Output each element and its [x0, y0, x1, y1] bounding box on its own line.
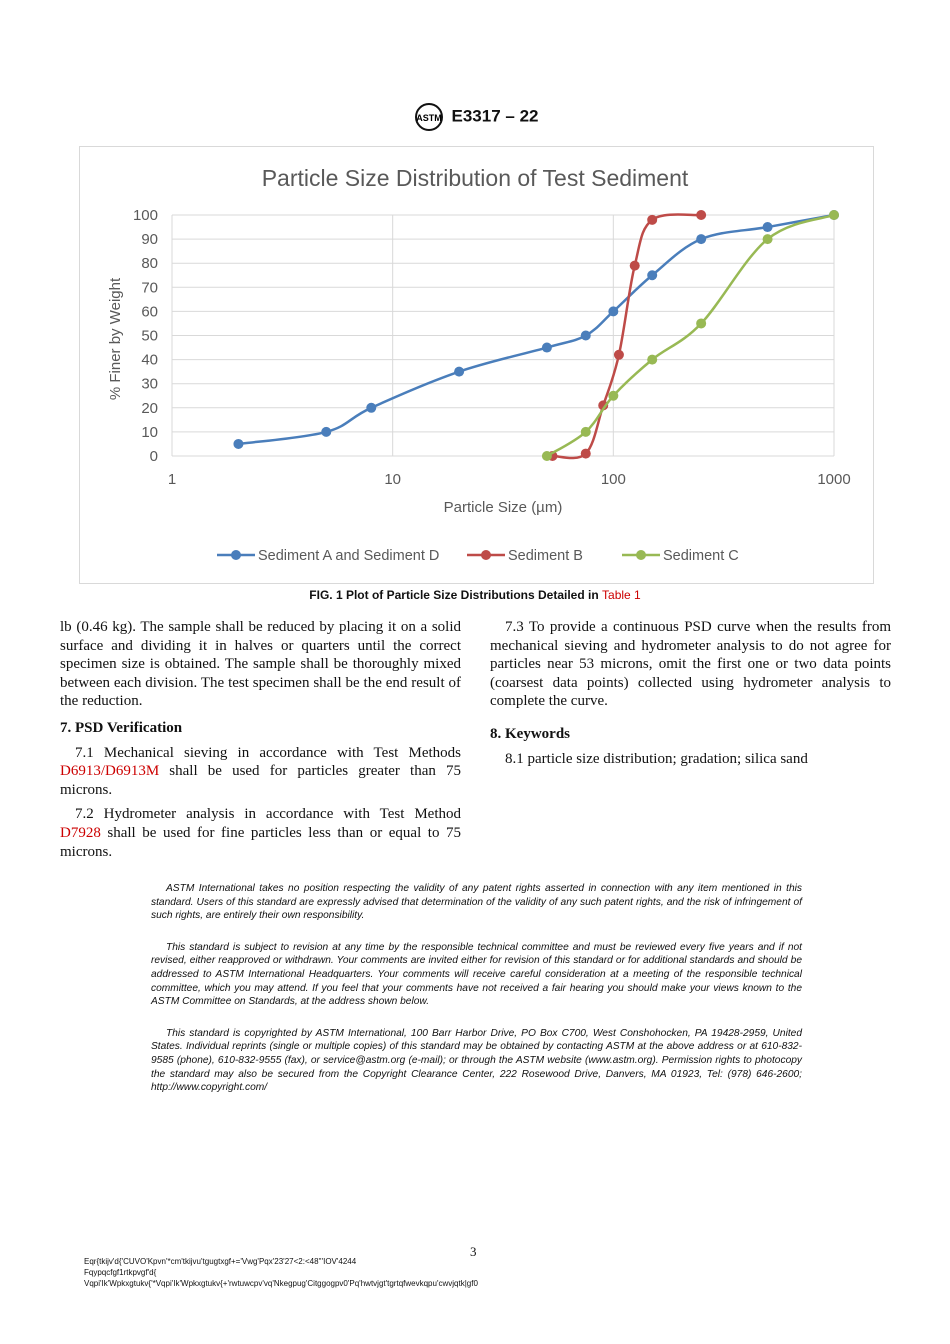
data-point — [608, 390, 619, 401]
data-point — [321, 426, 332, 437]
paragraph-7-1: 7.1 Mechanical sieving in accordance wit… — [60, 744, 461, 800]
left-column: lb (0.46 kg). The sample shall be reduce… — [60, 618, 461, 867]
data-point — [647, 354, 658, 365]
y-tick-label: 20 — [141, 400, 158, 417]
data-point — [541, 342, 552, 353]
y-tick-label: 90 — [141, 231, 158, 248]
data-point — [696, 234, 707, 245]
license-footer: Eqr{tkijv'd{'CUVO'Kpvn'*cm'tkijvu'tgugtx… — [84, 1256, 478, 1289]
data-point — [580, 448, 591, 459]
x-axis-label: Particle Size (µm) — [444, 499, 563, 516]
legend-label: Sediment A and Sediment D — [258, 548, 439, 564]
data-point — [762, 234, 773, 245]
revision-note: This standard is subject to revision at … — [151, 941, 802, 1008]
data-point — [454, 366, 465, 377]
data-point — [647, 214, 658, 225]
legal-notes: ASTM International takes no position res… — [151, 882, 802, 1113]
data-point — [696, 318, 707, 329]
y-axis-label: % Finer by Weight — [107, 277, 124, 400]
d7928-link[interactable]: D7928 — [60, 824, 101, 841]
y-tick-label: 50 — [141, 328, 158, 345]
figure-caption: FIG. 1 Plot of Particle Size Distributio… — [0, 588, 950, 602]
footer-line: Fqypqcfgf1rtkpvgf'd{ — [84, 1268, 157, 1277]
text: shall be used for fine particles less th… — [60, 824, 461, 860]
y-tick-label: 0 — [150, 448, 158, 465]
section-heading-7: 7. PSD Verification — [60, 719, 183, 736]
figure-frame — [79, 146, 874, 584]
x-tick-label: 1000 — [817, 471, 850, 488]
y-tick-label: 70 — [141, 279, 158, 296]
y-tick-label: 100 — [133, 207, 158, 224]
copyright-note: This standard is copyrighted by ASTM Int… — [151, 1027, 802, 1094]
paragraph-7-2: 7.2 Hydrometer analysis in accordance wi… — [60, 805, 461, 861]
y-tick-label: 30 — [141, 376, 158, 393]
paragraph-7-3: 7.3 To provide a continuous PSD curve wh… — [490, 619, 891, 710]
astm-logo: ASTM — [414, 103, 443, 131]
data-point — [647, 270, 658, 281]
x-tick-label: 1 — [168, 471, 176, 488]
legend-label: Sediment C — [663, 548, 739, 564]
d6913-link[interactable]: D6913/D6913M — [60, 763, 160, 780]
data-point — [829, 210, 839, 220]
page-number: 3 — [470, 1244, 477, 1259]
text: shall be used for particles greater than… — [60, 763, 461, 798]
designation: E3317 – 22 — [451, 106, 539, 126]
legend-marker — [481, 550, 491, 560]
data-point — [629, 260, 640, 271]
y-tick-label: 80 — [141, 255, 158, 272]
page-header: ASTM E3317 – 22 — [0, 102, 950, 132]
data-point — [696, 210, 707, 220]
right-column: 7.3 To provide a continuous PSD curve wh… — [490, 618, 891, 774]
data-point — [366, 402, 377, 413]
legend-label: Sediment B — [508, 548, 583, 564]
x-tick-label: 100 — [601, 471, 626, 488]
chart-title: Particle Size Distribution of Test Sedim… — [262, 165, 689, 191]
patent-note: ASTM International takes no position res… — [151, 883, 802, 922]
y-tick-label: 40 — [141, 352, 158, 369]
footer-line: Eqr{tkijv'd{'CUVO'Kpvn'*cm'tkijvu'tgugtx… — [84, 1257, 357, 1266]
data-point — [580, 426, 591, 437]
paragraph: lb (0.46 kg). The sample shall be reduce… — [60, 619, 461, 710]
y-tick-label: 10 — [141, 424, 158, 441]
y-tick-label: 60 — [141, 303, 158, 320]
data-point — [233, 438, 244, 449]
psd-chart: Particle Size Distribution of Test Sedim… — [107, 165, 851, 564]
data-point — [598, 400, 609, 411]
footer-line: Vqpi'Ik'Wpkxgtukv{'*Vqpi'Ik'Wpkxgtukv{+'… — [84, 1279, 478, 1288]
series-line-1 — [238, 213, 835, 446]
caption-text: FIG. 1 Plot of Particle Size Distributio… — [309, 588, 599, 602]
x-tick-label: 10 — [384, 471, 401, 488]
paragraph-8-1: 8.1 particle size distribution; gradatio… — [505, 750, 808, 767]
data-point — [541, 451, 552, 461]
section-heading-8: 8. Keywords — [490, 725, 570, 742]
data-point — [580, 330, 591, 341]
legend-marker — [231, 550, 241, 560]
svg-text:ASTM: ASTM — [416, 113, 442, 123]
data-point — [762, 222, 773, 233]
text: 7.2 Hydrometer analysis in accordance wi… — [75, 806, 461, 823]
table-1-link[interactable]: Table 1 — [602, 588, 641, 602]
data-point — [608, 306, 619, 317]
text: 7.1 Mechanical sieving in accordance wit… — [75, 744, 461, 761]
legend-marker — [636, 550, 646, 560]
data-point — [613, 349, 624, 360]
